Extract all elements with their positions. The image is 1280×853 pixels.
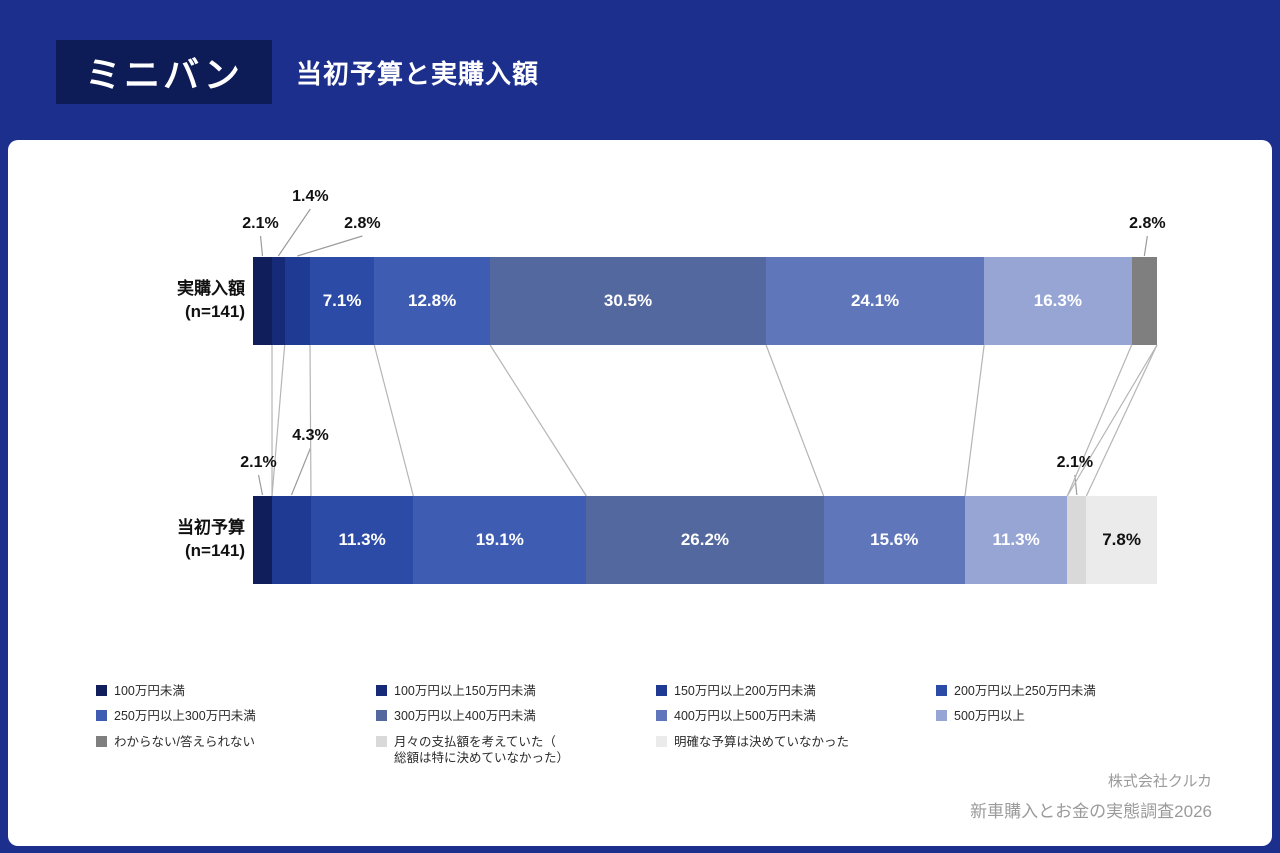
chart-title: 当初予算と実購入額 [296,58,540,89]
legend-swatch-icon [936,685,947,696]
legend-swatch-icon [936,710,947,722]
bar-segment: 7.8% [1086,496,1157,584]
bar-segment: 16.3% [984,257,1132,345]
header: ミニバン 当初予算と実購入額 [0,0,1280,140]
callout-line [1143,235,1148,257]
segment-value-label: 12.8% [408,291,457,310]
bar-segment [272,257,285,345]
connector-line [964,344,985,497]
callout-line [277,208,311,257]
legend-swatch-icon [656,735,667,747]
legend-label: 250万円以上300万円未満 [114,709,256,724]
legend-item: 500万円以上 [936,708,1216,724]
callout-value-label: 2.1% [242,215,279,232]
bar-segment: 24.1% [766,257,985,345]
callout-line [297,235,363,257]
callout-value-label: 2.8% [344,215,381,232]
legend-swatch-icon [96,685,107,696]
legend-swatch-icon [656,685,667,696]
callout-value-label: 2.1% [1056,454,1094,471]
bar-segment: 19.1% [413,496,587,584]
legend-swatch-icon [96,710,107,722]
segment-value-label: 26.2% [680,530,730,549]
bar-segment: 12.8% [374,257,491,345]
legend-label: 明確な予算は決めていなかった [674,734,850,749]
segment-value-label: 11.3% [338,530,386,549]
bar-segment: 30.5% [490,257,767,345]
bar-segment [1067,496,1087,584]
footer-survey: 新車購入とお金の実態調査2026 [970,802,1212,821]
bar-segment: 26.2% [586,496,824,584]
bar-segment [253,257,272,345]
legend-label: わからない/答えられない [114,734,255,749]
legend-swatch-icon [376,735,387,747]
footer-company: 株式会社クルカ [1107,773,1212,790]
callout-line [1074,474,1078,496]
callout-value-label: 1.4% [292,188,329,205]
legend-item: 明確な予算は決めていなかった [656,734,936,767]
chart-card: 100万円未満 100万円以上150万円未満 150万円以上200万円未満 200万円… [8,140,1272,846]
category-tag-label: ミニバン [85,54,243,95]
bar-segment: 7.1% [309,257,375,345]
bar-segment [1131,257,1157,345]
row-label: 当初予算 (n=141) [177,518,245,560]
connector-line [309,344,312,497]
segment-value-label: 19.1% [475,530,524,549]
callout-value-label: 2.8% [1129,215,1166,232]
callout-value-label: 2.1% [240,454,277,471]
legend-label: 月々の支払額を考えていた（ 総額は特に決めていなかった） [394,734,570,765]
segment-value-label: 7.8% [1102,530,1141,549]
legend-item: 300万円以上400万円未満 [376,708,656,724]
legend-item: 月々の支払額を考えていた（ 総額は特に決めていなかった） [376,734,656,767]
connector-line [1066,344,1133,497]
legend-label: 150万円以上200万円未満 [674,684,816,698]
legend-item: 250万円以上300万円未満 [96,708,376,724]
row-label: 実購入額 (n=141) [177,279,245,321]
callout-line [259,235,264,257]
bar-segment [272,496,311,584]
connector-line [373,344,414,497]
legend-label: 400万円以上500万円未満 [674,709,816,724]
legend-label: 100万円以上150万円未満 [394,684,536,698]
connector-line [1085,344,1158,497]
legend-item: 100万円以上150万円未満 [376,683,656,699]
callout-value-label: 4.3% [292,427,329,444]
connector-line [489,344,587,497]
bar-segment [253,496,273,584]
legend: 100万円未満 100万円以上150万円未満 150万円以上200万円未満 200万円… [96,683,1216,766]
segment-value-label: 24.1% [850,291,900,310]
callout-line [257,474,264,496]
category-tag: ミニバン [56,40,272,104]
segment-value-label: 30.5% [603,291,653,310]
legend-item: 150万円以上200万円未満 [656,683,936,699]
legend-item: 400万円以上500万円未満 [656,708,936,724]
segment-value-label: 11.3% [992,530,1040,549]
bar-segment: 11.3% [964,496,1068,584]
bar-row-1: 11.3% 19.1% 26.2% 15.6% 11.3% 7.8% [253,496,1157,584]
legend-item: わからない/答えられない [96,734,376,767]
bar-segment: 15.6% [823,496,965,584]
legend-label: 100万円未満 [114,684,185,698]
footer: 株式会社クルカ 新車購入とお金の実態調査2026 [970,770,1212,822]
connector-line [271,344,286,497]
connector-line [765,344,825,497]
legend-label: 500万円以上 [954,709,1025,724]
bar-segment [284,257,310,345]
legend-swatch-icon [376,710,387,722]
segment-value-label: 15.6% [870,530,919,549]
bar-row-0: 7.1% 12.8% 30.5% 24.1% 16.3% [253,257,1157,345]
bar-segment: 11.3% [310,496,414,584]
segment-value-label: 16.3% [1033,291,1082,310]
callout-line [290,447,312,496]
legend-item: 100万円未満 [96,683,376,699]
segment-value-label: 7.1% [322,291,362,310]
legend-swatch-icon [96,735,107,747]
legend-item: 200万円以上250万円未満 [936,683,1216,699]
legend-swatch-icon [376,685,387,696]
legend-swatch-icon [656,710,667,722]
legend-label: 300万円以上400万円未満 [394,709,536,724]
connector-line [1066,344,1158,497]
legend-label: 200万円以上250万円未満 [954,684,1096,698]
